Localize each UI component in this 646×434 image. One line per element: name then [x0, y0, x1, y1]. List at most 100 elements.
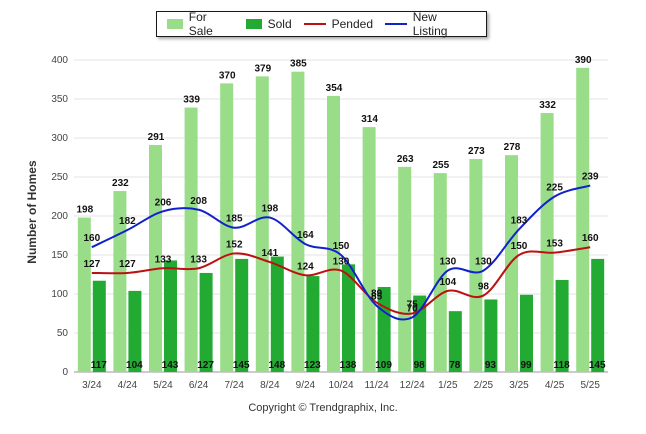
data-label-pended: 160 — [582, 233, 599, 244]
data-label-new-listing: 130 — [475, 257, 492, 268]
legend-item-pended: Pended — [303, 17, 373, 31]
data-label-pended: 133 — [190, 254, 207, 265]
data-label-pended: 130 — [333, 257, 350, 268]
data-label-pended: 150 — [511, 241, 528, 252]
legend-label-new-listing: New Listing — [412, 10, 448, 38]
data-label-sold: 148 — [268, 360, 285, 371]
y-axis-label: Number of Homes — [25, 160, 39, 264]
y-tick-label: 150 — [51, 250, 68, 261]
data-label-sold: 104 — [126, 360, 143, 371]
bar-sold — [342, 264, 355, 372]
bar-sold — [199, 272, 213, 372]
data-label-for-sale: 379 — [254, 63, 271, 74]
x-tick-label: 3/25 — [509, 380, 529, 391]
line-new-listing — [91, 184, 591, 321]
data-label-new-listing: 164 — [297, 230, 314, 241]
x-tick-label: 7/24 — [224, 380, 244, 391]
bar-sold — [270, 256, 284, 372]
data-label-for-sale: 390 — [575, 55, 592, 66]
x-tick-label: 8/24 — [260, 380, 280, 391]
bar-sold — [484, 299, 498, 372]
legend-swatch-new-listing — [385, 23, 407, 25]
data-label-sold: 118 — [554, 360, 571, 371]
data-label-for-sale: 332 — [539, 100, 556, 111]
y-tick-label: 200 — [51, 211, 68, 222]
data-label-new-listing: 182 — [119, 216, 136, 227]
bar-sold — [520, 294, 533, 372]
data-label-new-listing: 185 — [226, 214, 243, 225]
bar-for-sale — [291, 71, 305, 372]
data-label-new-listing: 208 — [190, 196, 207, 207]
data-label-pended: 133 — [155, 254, 172, 265]
bar-for-sale — [576, 67, 590, 373]
x-tick-label: 10/24 — [328, 380, 353, 391]
legend: For Sale Sold Pended New Listing — [156, 10, 487, 38]
bar-for-sale — [184, 107, 198, 372]
x-tick-label: 1/25 — [438, 380, 458, 391]
data-label-sold: 117 — [91, 360, 108, 371]
legend-label-sold: Sold — [267, 17, 292, 31]
legend-label-for-sale: For Sale — [188, 10, 213, 38]
data-label-pended: 153 — [546, 239, 563, 250]
x-tick-label: 4/24 — [118, 380, 138, 391]
legend-swatch-sold — [245, 19, 262, 29]
data-label-for-sale: 232 — [112, 178, 129, 189]
legend-swatch-for-sale — [167, 19, 183, 29]
data-label-for-sale: 278 — [504, 142, 521, 153]
x-tick-label: 5/24 — [153, 380, 173, 391]
data-label-sold: 98 — [414, 360, 426, 371]
legend-swatch-pended — [303, 23, 326, 25]
bar-for-sale — [77, 217, 91, 372]
data-label-pended: 127 — [83, 259, 100, 270]
x-tick-label: 2/25 — [474, 380, 494, 391]
data-label-sold: 145 — [233, 360, 250, 371]
data-label-for-sale: 198 — [76, 205, 93, 216]
y-tick-label: 400 — [51, 55, 68, 66]
data-label-pended: 98 — [478, 282, 490, 293]
bar-sold — [448, 311, 462, 372]
data-label-pended: 75 — [407, 300, 419, 311]
data-label-for-sale: 291 — [148, 132, 165, 143]
data-label-pended: 89 — [371, 289, 383, 300]
bar-for-sale — [327, 95, 340, 372]
bar-for-sale — [149, 145, 162, 372]
data-label-sold: 143 — [162, 360, 179, 371]
bar-for-sale — [469, 159, 483, 372]
data-label-new-listing: 225 — [546, 183, 563, 194]
y-tick-label: 100 — [51, 289, 68, 300]
y-tick-label: 50 — [57, 328, 69, 339]
data-label-pended: 104 — [439, 277, 456, 288]
data-label-new-listing: 206 — [155, 197, 172, 208]
data-label-for-sale: 354 — [326, 83, 343, 94]
bar-for-sale — [433, 173, 447, 372]
data-label-new-listing: 160 — [83, 233, 100, 244]
data-label-for-sale: 255 — [432, 160, 449, 171]
data-label-new-listing: 150 — [333, 241, 350, 252]
data-label-for-sale: 273 — [468, 146, 485, 157]
data-label-new-listing: 130 — [439, 257, 456, 268]
y-tick-label: 250 — [51, 172, 68, 183]
data-label-for-sale: 385 — [290, 59, 307, 70]
x-tick-label: 6/24 — [189, 380, 209, 391]
legend-item-for-sale: For Sale — [167, 10, 234, 38]
bar-for-sale — [540, 113, 554, 372]
y-tick-label: 350 — [51, 94, 68, 105]
data-label-for-sale: 314 — [361, 114, 378, 125]
x-tick-label: 5/25 — [580, 380, 600, 391]
x-tick-label: 11/24 — [364, 380, 389, 391]
bar-sold — [128, 290, 142, 372]
data-label-new-listing: 239 — [582, 172, 599, 183]
data-label-pended: 141 — [261, 248, 278, 259]
x-tick-label: 3/24 — [82, 380, 102, 391]
data-label-for-sale: 370 — [219, 70, 236, 81]
line-pended — [91, 246, 591, 315]
data-label-new-listing: 198 — [261, 204, 278, 215]
bar-for-sale — [398, 166, 412, 372]
bar-sold — [306, 276, 320, 372]
bar-sold — [92, 280, 106, 372]
data-label-new-listing: 85 — [371, 292, 383, 303]
legend-item-sold: Sold — [245, 17, 292, 31]
legend-label-pended: Pended — [331, 17, 373, 31]
data-label-sold: 127 — [197, 360, 214, 371]
data-label-sold: 109 — [375, 360, 392, 371]
